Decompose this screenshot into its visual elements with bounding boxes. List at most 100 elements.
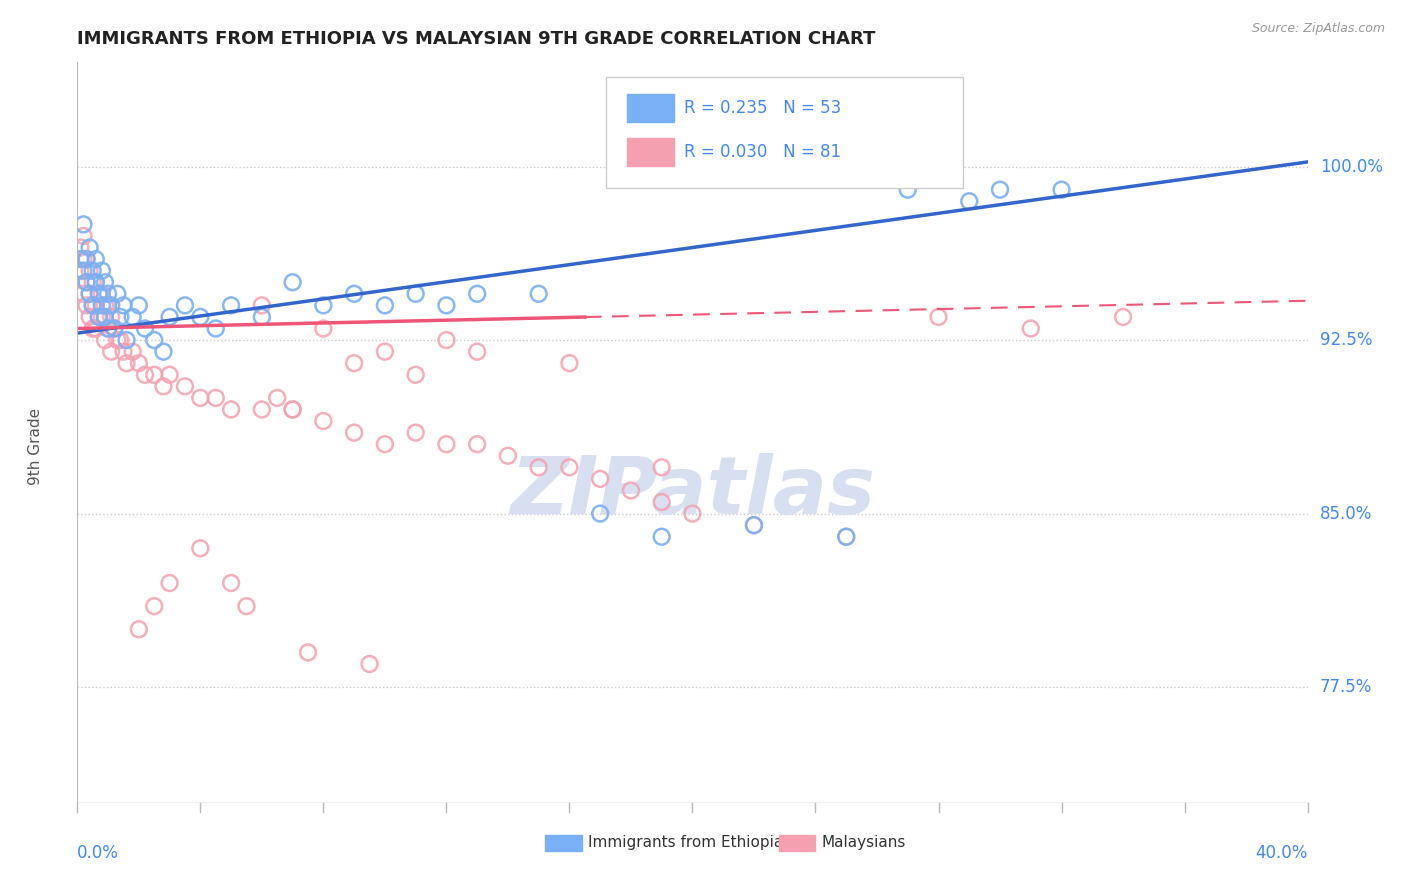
Point — [121, 310, 143, 324]
Point — [250, 402, 273, 417]
Point — [97, 286, 120, 301]
Point — [76, 298, 98, 312]
Point — [235, 599, 257, 614]
Point — [589, 472, 612, 486]
Point — [174, 298, 197, 312]
Point — [188, 310, 212, 324]
Point — [90, 286, 114, 301]
Point — [1019, 321, 1042, 335]
Point — [94, 298, 117, 312]
Point — [115, 356, 138, 370]
Point — [72, 263, 94, 277]
Point — [281, 402, 304, 417]
Text: 77.5%: 77.5% — [1320, 678, 1372, 696]
Point — [97, 321, 120, 335]
Text: 40.0%: 40.0% — [1256, 845, 1308, 863]
Point — [159, 368, 181, 382]
Point — [651, 460, 673, 475]
Point — [115, 333, 138, 347]
Point — [121, 344, 143, 359]
Point — [250, 310, 273, 324]
Point — [90, 310, 114, 324]
Point — [219, 576, 242, 591]
Point — [620, 483, 643, 498]
Point — [90, 263, 114, 277]
Text: 92.5%: 92.5% — [1320, 331, 1372, 349]
Point — [103, 321, 125, 335]
Point — [988, 183, 1011, 197]
Point — [651, 495, 673, 509]
Point — [128, 298, 150, 312]
Point — [682, 507, 704, 521]
Text: 0.0%: 0.0% — [77, 845, 120, 863]
Point — [589, 507, 612, 521]
Point — [143, 333, 166, 347]
Point — [134, 368, 156, 382]
Point — [343, 286, 366, 301]
Point — [1050, 183, 1073, 197]
Point — [882, 171, 904, 186]
Point — [281, 275, 304, 289]
Point — [266, 391, 288, 405]
Point — [76, 275, 98, 289]
Point — [94, 275, 117, 289]
Point — [100, 310, 122, 324]
Point — [558, 356, 581, 370]
Point — [82, 275, 104, 289]
Point — [103, 321, 125, 335]
Point — [374, 298, 396, 312]
Point — [405, 368, 427, 382]
Point — [1112, 310, 1135, 324]
Point — [87, 310, 110, 324]
Text: Malaysians: Malaysians — [821, 835, 905, 850]
Point — [152, 379, 174, 393]
Point — [143, 599, 166, 614]
Point — [143, 368, 166, 382]
Point — [79, 310, 101, 324]
Point — [297, 645, 319, 659]
Point — [219, 298, 242, 312]
Point — [105, 286, 128, 301]
Point — [72, 286, 94, 301]
Point — [82, 298, 104, 312]
Bar — [779, 835, 815, 851]
Point — [188, 391, 212, 405]
Point — [79, 286, 101, 301]
Text: 85.0%: 85.0% — [1320, 505, 1372, 523]
Point — [97, 298, 120, 312]
Point — [97, 321, 120, 335]
Point — [87, 310, 110, 324]
Point — [84, 275, 107, 289]
Point — [343, 356, 366, 370]
Point — [496, 449, 519, 463]
Point — [465, 344, 488, 359]
Point — [87, 286, 110, 301]
Point — [204, 391, 226, 405]
Point — [436, 298, 458, 312]
Point — [159, 576, 181, 591]
Point — [835, 530, 858, 544]
Point — [69, 252, 91, 266]
Text: R = 0.235   N = 53: R = 0.235 N = 53 — [683, 99, 841, 117]
Text: R = 0.030   N = 81: R = 0.030 N = 81 — [683, 143, 841, 161]
Point — [76, 252, 98, 266]
Point — [465, 437, 488, 451]
Point — [79, 240, 101, 255]
Point — [128, 356, 150, 370]
Point — [152, 344, 174, 359]
Point — [174, 379, 197, 393]
Point — [82, 321, 104, 335]
Point — [72, 252, 94, 266]
Point — [84, 298, 107, 312]
Text: ZIPatlas: ZIPatlas — [510, 453, 875, 531]
Text: Immigrants from Ethiopia: Immigrants from Ethiopia — [588, 835, 783, 850]
Point — [312, 298, 335, 312]
Point — [100, 298, 122, 312]
Point — [527, 286, 550, 301]
Point — [128, 622, 150, 636]
Point — [651, 530, 673, 544]
Point — [219, 402, 242, 417]
Text: 100.0%: 100.0% — [1320, 158, 1384, 176]
Point — [465, 286, 488, 301]
Point — [250, 298, 273, 312]
